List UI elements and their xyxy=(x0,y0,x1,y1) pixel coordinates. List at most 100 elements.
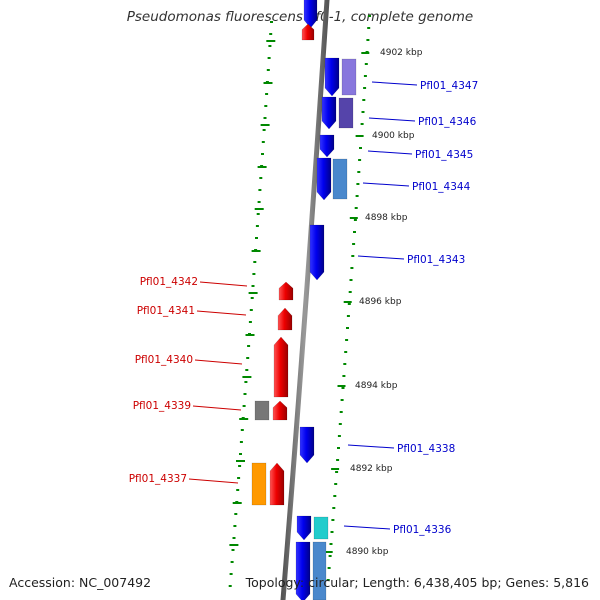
inner-tick xyxy=(233,525,237,527)
outer-tick xyxy=(327,567,331,569)
outer-tick xyxy=(353,219,357,221)
inner-tick xyxy=(248,321,252,323)
inner-tick xyxy=(264,105,268,107)
outer-tick xyxy=(362,99,366,101)
inner-tick xyxy=(255,237,258,239)
gene-arrow-pfl01-4347[interactable] xyxy=(324,57,340,97)
outer-tick xyxy=(361,111,365,113)
outer-tick xyxy=(337,447,340,449)
gene-arrow-partial[interactable] xyxy=(301,23,315,41)
inner-tick xyxy=(251,285,255,287)
cog-box xyxy=(332,158,348,200)
label-leader xyxy=(199,281,248,287)
outer-tick xyxy=(341,387,345,389)
scale-ticks xyxy=(228,15,371,587)
inner-tick xyxy=(259,177,263,179)
gene-arrow-pfl01-4341[interactable] xyxy=(277,307,293,331)
feature-labels: 4902 kbp 4900 kbp 4898 kbp 4896 kbp 4894 kbp… xyxy=(129,48,479,557)
major-tick xyxy=(251,250,261,252)
outer-tick xyxy=(347,303,351,305)
major-tick xyxy=(232,502,242,504)
gene-label[interactable]: Pfl01_4338 xyxy=(397,443,455,455)
outer-tick xyxy=(346,315,350,317)
inner-tick xyxy=(265,93,269,95)
scale-tick xyxy=(355,135,364,137)
gene-arrow-pfl01-4336[interactable] xyxy=(296,515,312,541)
scale-label: 4890 kbp xyxy=(346,547,389,557)
major-tick xyxy=(266,40,276,42)
gene-label[interactable]: Pfl01_4342 xyxy=(140,276,198,288)
outer-tick xyxy=(356,183,360,185)
gene-arrow-pfl01-4342[interactable] xyxy=(278,281,294,301)
outer-tick xyxy=(335,471,339,473)
outer-tick xyxy=(355,195,359,197)
scale-label: 4902 kbp xyxy=(380,48,423,58)
inner-tick xyxy=(243,393,247,395)
gene-label[interactable]: Pfl01_4341 xyxy=(137,305,195,317)
gene-label[interactable]: Pfl01_4337 xyxy=(129,473,187,485)
scale-label: 4896 kbp xyxy=(359,297,402,307)
outer-tick xyxy=(336,459,340,461)
gene-label[interactable]: Pfl01_4339 xyxy=(133,400,191,412)
inner-tick xyxy=(238,465,242,467)
inner-tick xyxy=(230,561,234,563)
gene-arrow-pfl01-4344[interactable] xyxy=(316,157,332,201)
gene-arrow-pfl01-4345[interactable] xyxy=(319,134,335,158)
inner-tick xyxy=(247,345,251,347)
label-leader xyxy=(188,478,239,484)
gene-label[interactable]: Pfl01_4343 xyxy=(407,254,465,266)
gene-label[interactable]: Pfl01_4344 xyxy=(412,181,471,193)
inner-tick xyxy=(249,309,253,311)
inner-tick xyxy=(256,213,260,215)
gene-label[interactable]: Pfl01_4336 xyxy=(393,524,452,536)
inner-tick xyxy=(229,573,233,575)
inner-tick xyxy=(239,453,242,455)
cog-box xyxy=(341,58,357,96)
label-leader xyxy=(367,150,413,155)
scale-tick xyxy=(361,52,370,54)
outer-tick xyxy=(345,339,349,341)
outer-tick xyxy=(337,435,341,437)
inner-tick xyxy=(263,117,267,119)
major-tick xyxy=(245,334,255,336)
gene-arrow-partial[interactable] xyxy=(295,541,311,600)
major-tick xyxy=(260,124,270,126)
inner-tick xyxy=(262,129,266,131)
inner-tick xyxy=(269,33,273,35)
major-tick xyxy=(239,418,249,420)
outer-tick xyxy=(333,495,337,497)
outer-tick xyxy=(343,363,347,365)
gene-arrow-pfl01-4346[interactable] xyxy=(321,96,337,130)
gene-label[interactable]: Pfl01_4347 xyxy=(420,80,478,92)
gene-arrow-partial[interactable] xyxy=(303,0,318,29)
genome-backbone xyxy=(280,0,330,600)
label-leader xyxy=(368,117,416,122)
gene-label[interactable]: Pfl01_4346 xyxy=(418,116,477,128)
label-leader xyxy=(343,525,391,530)
outer-tick xyxy=(342,375,346,377)
major-tick xyxy=(236,460,245,462)
gene-arrow-pfl01-4339[interactable] xyxy=(272,400,288,421)
gene-arrow-pfl01-4338[interactable] xyxy=(299,426,315,464)
outer-tick xyxy=(334,483,338,485)
inner-tick xyxy=(231,549,235,551)
inner-tick xyxy=(228,585,232,587)
inner-tick xyxy=(232,537,236,539)
gene-label[interactable]: Pfl01_4345 xyxy=(415,149,473,161)
inner-tick xyxy=(267,57,271,59)
major-tick xyxy=(229,544,239,546)
inner-tick xyxy=(268,45,272,47)
cog-box xyxy=(251,462,267,506)
major-tick xyxy=(242,376,252,378)
gene-label[interactable]: Pfl01_4340 xyxy=(135,354,193,366)
outer-tick xyxy=(366,39,370,41)
gene-arrow-pfl01-4340[interactable] xyxy=(273,336,289,398)
inner-tick xyxy=(242,405,246,407)
outer-tick xyxy=(368,15,371,17)
label-leader xyxy=(196,310,247,316)
gene-arrow-pfl01-4337[interactable] xyxy=(269,462,285,506)
label-leader xyxy=(192,405,242,411)
gene-arrow-pfl01-4343[interactable] xyxy=(309,224,325,281)
label-leader xyxy=(357,255,405,260)
